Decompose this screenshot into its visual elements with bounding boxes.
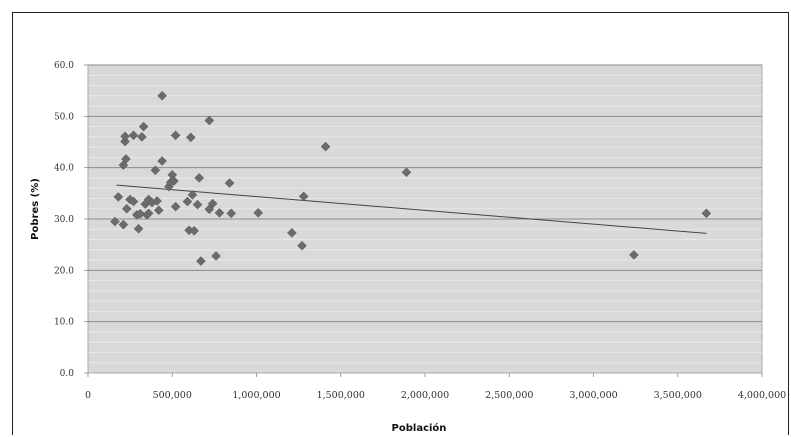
data-point — [189, 225, 200, 236]
data-point — [297, 240, 307, 251]
x-tick-label: 3,500,000 — [654, 390, 702, 401]
data-points — [110, 90, 712, 266]
data-point — [214, 207, 225, 218]
data-point — [287, 228, 297, 238]
x-tick-label: 2,000,000 — [401, 390, 449, 401]
data-point — [207, 198, 218, 209]
data-point — [153, 205, 164, 216]
data-point — [133, 223, 144, 234]
major-gridlines — [88, 64, 762, 323]
data-point — [121, 203, 132, 214]
data-point — [253, 207, 264, 218]
trendline — [116, 184, 707, 234]
data-point — [121, 154, 131, 164]
x-tick-label: 3,000,000 — [569, 390, 617, 401]
data-point — [211, 251, 221, 261]
data-point — [128, 130, 139, 141]
x-tick-label: 2,500,000 — [485, 390, 533, 401]
data-point — [192, 199, 203, 210]
data-point — [169, 176, 179, 186]
data-point — [137, 132, 147, 142]
data-point — [128, 196, 139, 207]
data-point — [204, 115, 215, 126]
x-axis-title: Población — [392, 422, 447, 434]
x-axis-ticks: 0 500,000 1,000,000 1,500,000 2,000,000 2,500… — [85, 373, 786, 401]
data-point — [157, 90, 167, 101]
data-point — [120, 136, 130, 147]
data-point — [118, 219, 129, 230]
y-axis-title: Pobres (%) — [30, 178, 41, 240]
data-point — [143, 208, 154, 219]
data-point — [182, 196, 193, 207]
data-point — [113, 192, 124, 202]
data-point — [196, 256, 206, 266]
data-point — [629, 250, 639, 260]
data-point — [226, 208, 237, 219]
x-tick-label: 0 — [85, 390, 91, 401]
x-tick-label: 4,000,000 — [738, 390, 786, 401]
data-point — [150, 165, 161, 176]
y-tick-label: 20.0 — [54, 266, 74, 276]
chart-frame — [12, 12, 789, 435]
data-point — [224, 178, 235, 188]
y-tick-label: 10.0 — [54, 318, 74, 328]
y-tick-label: 40.0 — [54, 164, 74, 174]
data-point — [170, 130, 181, 141]
data-point — [194, 173, 205, 183]
data-point — [170, 201, 181, 212]
y-tick-label: 30.0 — [54, 215, 74, 225]
data-point — [120, 131, 130, 142]
data-point — [157, 156, 167, 166]
x-tick-label: 500,000 — [153, 390, 192, 401]
data-point — [110, 216, 120, 227]
data-point — [185, 132, 196, 143]
data-point — [135, 209, 146, 219]
y-tick-label: 0.0 — [60, 369, 75, 379]
data-point — [701, 208, 712, 219]
x-tick-label: 1,500,000 — [317, 390, 365, 401]
data-point — [320, 141, 331, 152]
data-point — [152, 196, 162, 206]
y-tick-label: 60.0 — [54, 61, 74, 71]
y-axis-ticks: 0.0 10.0 20.0 30.0 40.0 50.0 60.0 — [54, 61, 88, 379]
data-point — [138, 121, 149, 132]
x-tick-label: 1,000,000 — [232, 390, 280, 401]
data-point — [187, 190, 198, 200]
data-point — [298, 191, 309, 202]
y-tick-label: 50.0 — [54, 112, 74, 122]
data-point — [401, 167, 412, 178]
